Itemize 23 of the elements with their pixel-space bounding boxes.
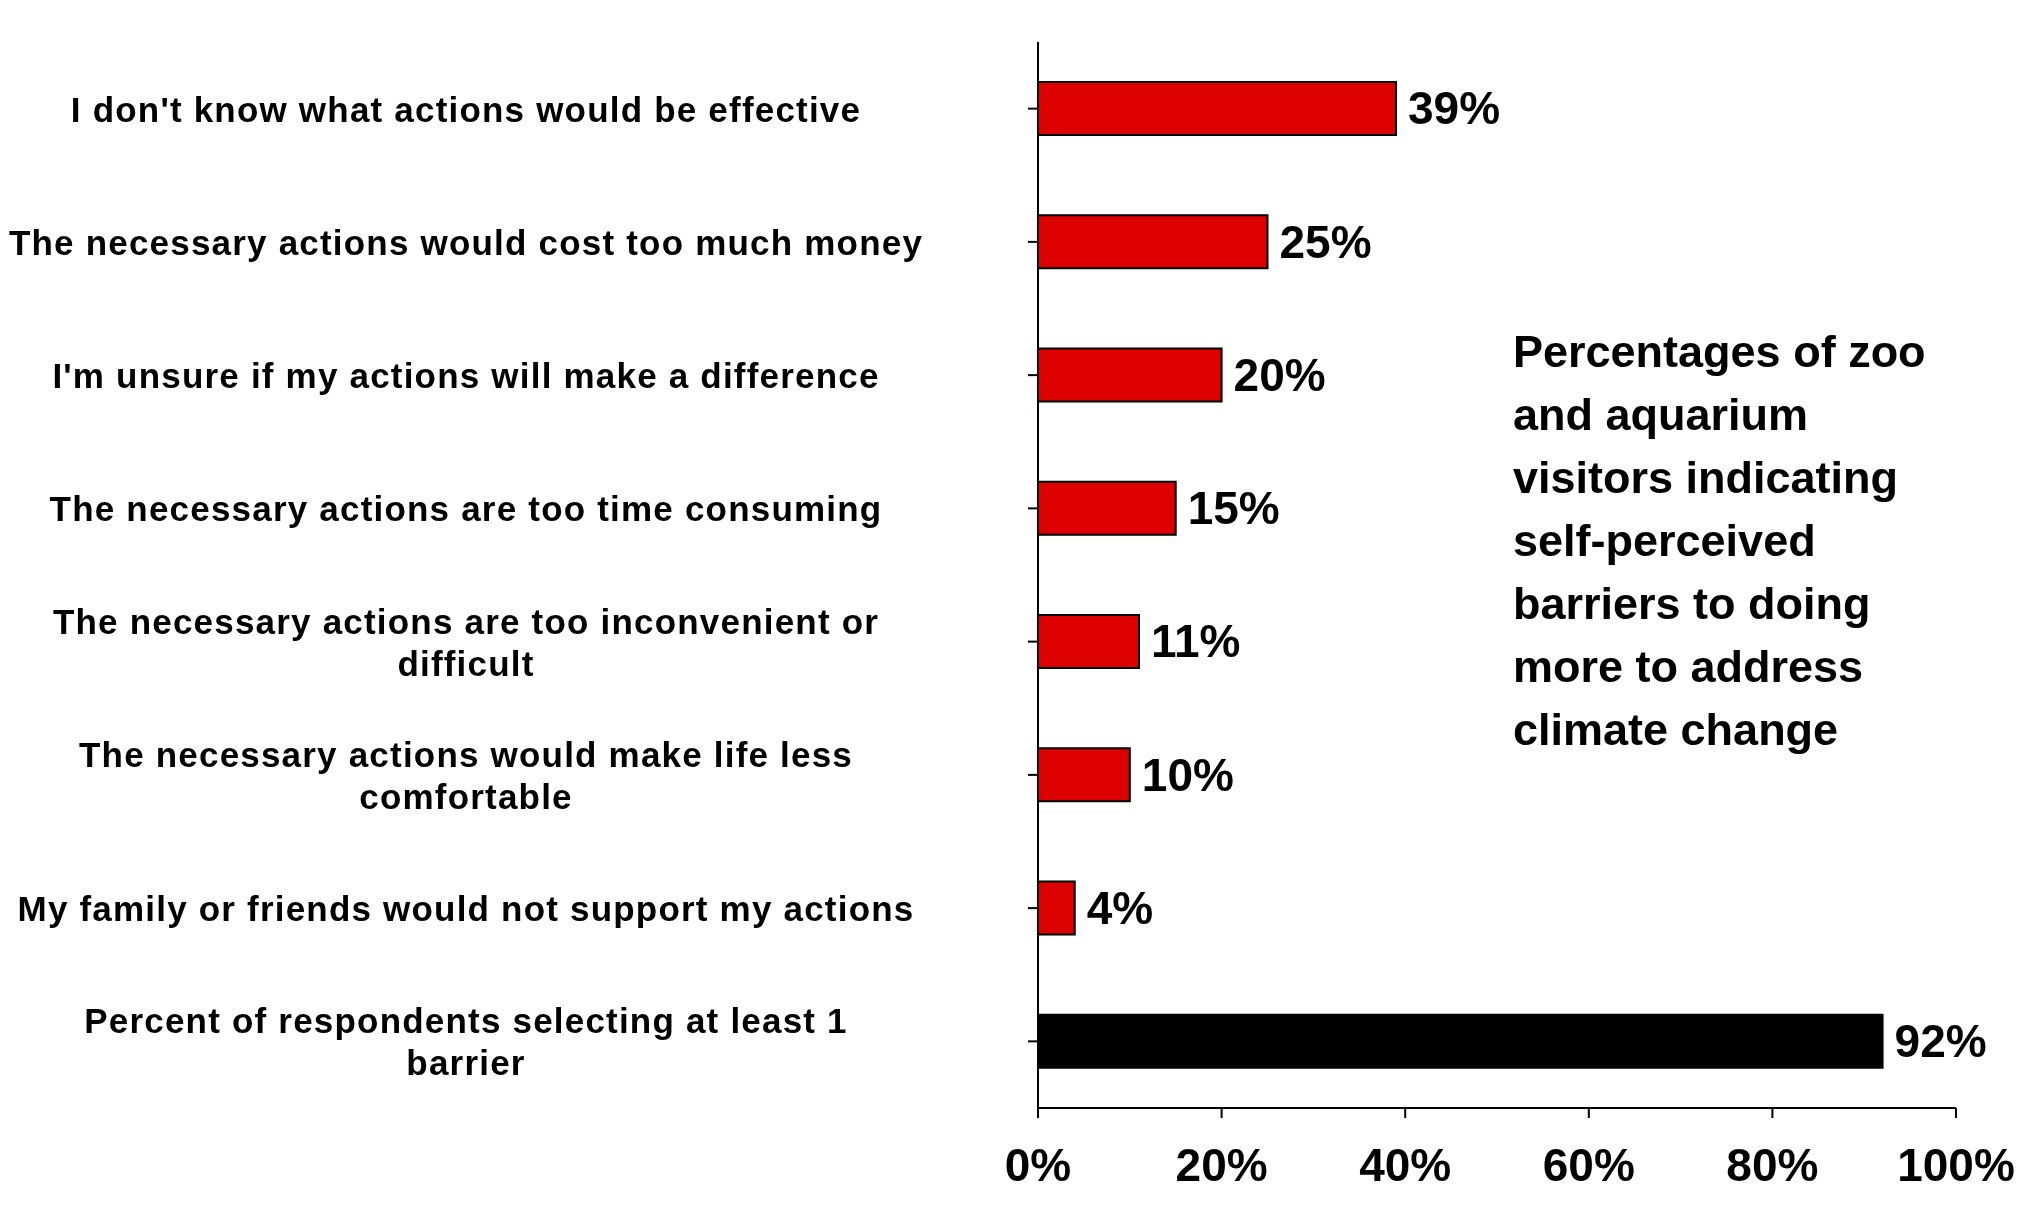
data-label: 39% (1408, 82, 1501, 135)
x-tick-label: 0% (1004, 1138, 1072, 1191)
y-tick-label: The necessary actions are too inconvenient or difficult (52, 601, 880, 683)
y-tick-label: Percent of respondents selecting at least 1 barrier (84, 1000, 848, 1082)
x-tick-label: 20% (1175, 1138, 1268, 1191)
x-tick-label: 40% (1359, 1138, 1452, 1191)
x-tick-label: 80% (1726, 1138, 1819, 1191)
y-tick-label: The necessary actions would make life less comfortable (78, 734, 854, 816)
x-tick-label: 60% (1542, 1138, 1635, 1191)
data-label: 11% (1150, 615, 1241, 668)
y-tick-label: I'm unsure if my actions will make a difference (52, 355, 880, 395)
x-tick-label: 100% (1897, 1138, 2015, 1191)
y-tick-label: The necessary actions would cost too much money (8, 222, 924, 262)
data-label: 20% (1233, 348, 1326, 401)
y-tick-label: The necessary actions are too time consuming (49, 488, 883, 528)
data-label: 4% (1086, 881, 1154, 934)
y-tick-label: I don't know what actions would be effective (70, 89, 862, 129)
y-tick-label: My family or friends would not support my actions (17, 888, 915, 928)
data-label: 15% (1187, 482, 1280, 535)
data-label: 10% (1141, 748, 1234, 801)
data-label: 25% (1279, 215, 1372, 268)
annotation: Percentages of zoo and aquarium visitors indicating self-perceived barriers to doing more to address climate change (1513, 325, 1927, 757)
data-label: 92% (1894, 1015, 1987, 1068)
